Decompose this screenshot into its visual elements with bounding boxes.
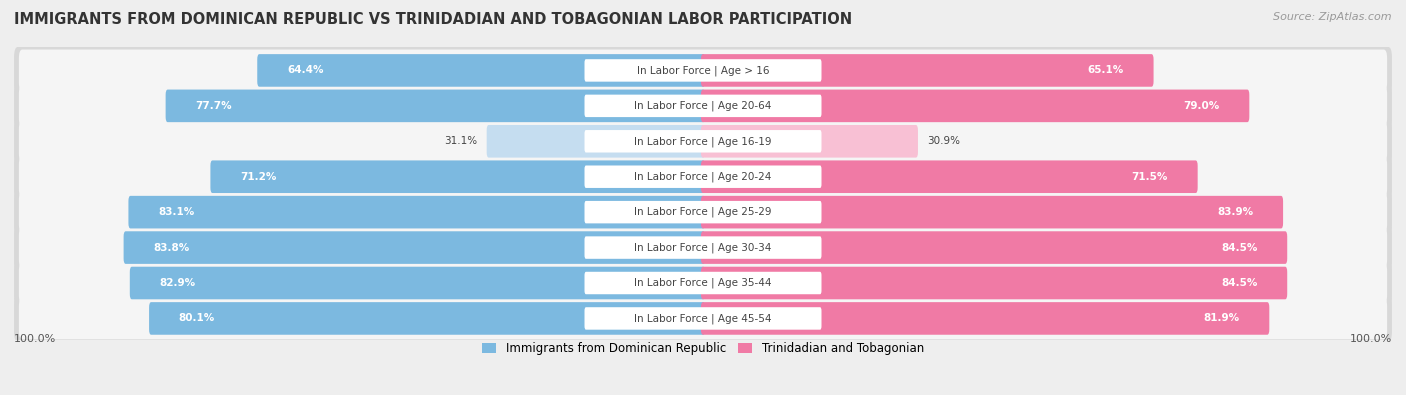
FancyBboxPatch shape [18,227,1388,269]
FancyBboxPatch shape [702,302,1270,335]
FancyBboxPatch shape [14,82,1392,130]
FancyBboxPatch shape [18,191,1388,233]
FancyBboxPatch shape [166,90,704,122]
Text: In Labor Force | Age 16-19: In Labor Force | Age 16-19 [634,136,772,147]
FancyBboxPatch shape [702,160,1198,193]
Text: 83.1%: 83.1% [157,207,194,217]
FancyBboxPatch shape [702,54,1153,87]
FancyBboxPatch shape [18,120,1388,162]
FancyBboxPatch shape [14,47,1392,94]
FancyBboxPatch shape [585,59,821,82]
Text: 71.5%: 71.5% [1132,172,1168,182]
Text: 100.0%: 100.0% [14,334,56,344]
FancyBboxPatch shape [702,90,1250,122]
Text: In Labor Force | Age > 16: In Labor Force | Age > 16 [637,65,769,76]
FancyBboxPatch shape [129,267,704,299]
Text: 30.9%: 30.9% [927,136,960,146]
Text: 80.1%: 80.1% [179,314,215,324]
Text: 84.5%: 84.5% [1222,243,1257,252]
Text: IMMIGRANTS FROM DOMINICAN REPUBLIC VS TRINIDADIAN AND TOBAGONIAN LABOR PARTICIPA: IMMIGRANTS FROM DOMINICAN REPUBLIC VS TR… [14,12,852,27]
FancyBboxPatch shape [585,236,821,259]
FancyBboxPatch shape [486,125,704,158]
Text: In Labor Force | Age 20-64: In Labor Force | Age 20-64 [634,101,772,111]
Text: 83.8%: 83.8% [153,243,190,252]
Text: 83.9%: 83.9% [1218,207,1254,217]
FancyBboxPatch shape [14,118,1392,165]
Text: In Labor Force | Age 45-54: In Labor Force | Age 45-54 [634,313,772,324]
Text: 84.5%: 84.5% [1222,278,1257,288]
FancyBboxPatch shape [124,231,704,264]
Text: 64.4%: 64.4% [287,66,323,75]
FancyBboxPatch shape [585,272,821,294]
Text: In Labor Force | Age 35-44: In Labor Force | Age 35-44 [634,278,772,288]
FancyBboxPatch shape [14,295,1392,342]
Text: 65.1%: 65.1% [1088,66,1123,75]
FancyBboxPatch shape [128,196,704,228]
FancyBboxPatch shape [702,125,918,158]
FancyBboxPatch shape [18,85,1388,127]
Legend: Immigrants from Dominican Republic, Trinidadian and Tobagonian: Immigrants from Dominican Republic, Trin… [478,338,928,360]
FancyBboxPatch shape [14,224,1392,271]
Text: 81.9%: 81.9% [1204,314,1240,324]
FancyBboxPatch shape [585,201,821,224]
FancyBboxPatch shape [18,297,1388,339]
FancyBboxPatch shape [18,262,1388,304]
FancyBboxPatch shape [149,302,704,335]
Text: In Labor Force | Age 30-34: In Labor Force | Age 30-34 [634,242,772,253]
Text: 77.7%: 77.7% [195,101,232,111]
Text: In Labor Force | Age 20-24: In Labor Force | Age 20-24 [634,171,772,182]
FancyBboxPatch shape [702,231,1288,264]
Text: In Labor Force | Age 25-29: In Labor Force | Age 25-29 [634,207,772,217]
FancyBboxPatch shape [18,156,1388,198]
FancyBboxPatch shape [257,54,704,87]
FancyBboxPatch shape [585,95,821,117]
FancyBboxPatch shape [14,188,1392,236]
Text: Source: ZipAtlas.com: Source: ZipAtlas.com [1274,12,1392,22]
FancyBboxPatch shape [14,259,1392,307]
Text: 79.0%: 79.0% [1184,101,1220,111]
FancyBboxPatch shape [702,196,1284,228]
FancyBboxPatch shape [585,307,821,330]
Text: 82.9%: 82.9% [159,278,195,288]
Text: 31.1%: 31.1% [444,136,478,146]
Text: 100.0%: 100.0% [1350,334,1392,344]
FancyBboxPatch shape [585,130,821,152]
Text: 71.2%: 71.2% [240,172,277,182]
FancyBboxPatch shape [14,153,1392,200]
FancyBboxPatch shape [211,160,704,193]
FancyBboxPatch shape [18,49,1388,91]
FancyBboxPatch shape [702,267,1288,299]
FancyBboxPatch shape [585,166,821,188]
